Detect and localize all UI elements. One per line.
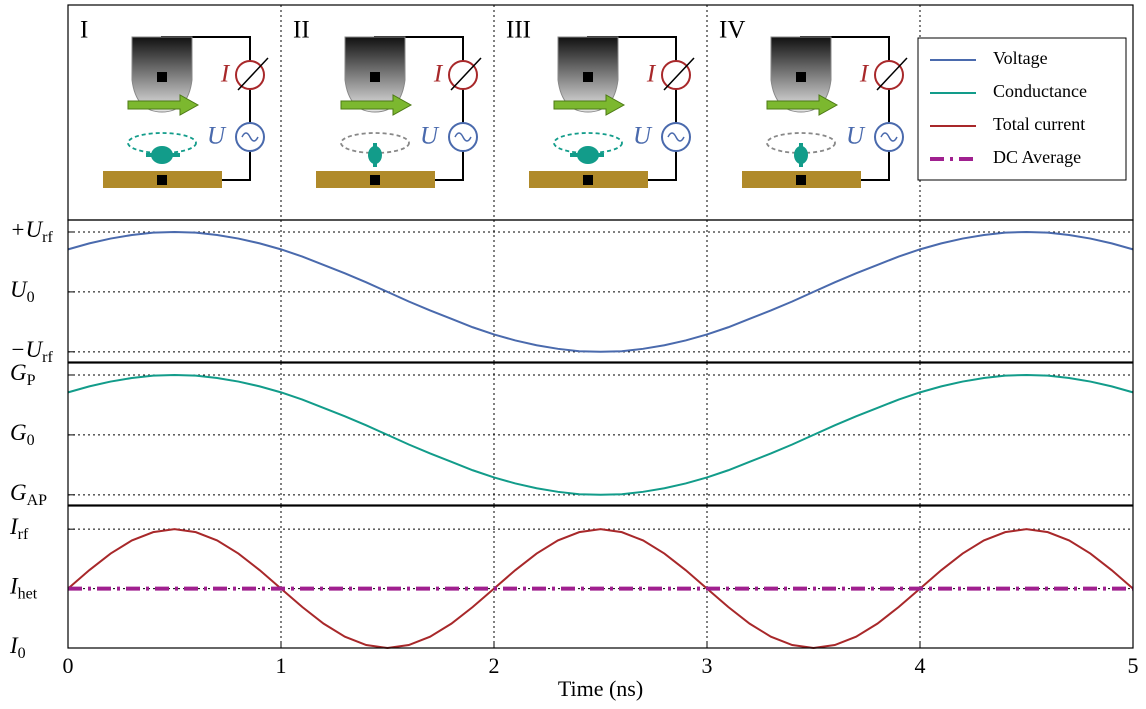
ammeter-needle bbox=[663, 57, 695, 91]
y-tick-subscript: P bbox=[27, 372, 36, 389]
y-tick-label: I0 bbox=[9, 633, 26, 661]
ammeter bbox=[448, 60, 478, 90]
panel-frame bbox=[67, 362, 1134, 506]
panel-frame bbox=[67, 505, 1134, 649]
polarizer-arrow bbox=[766, 94, 839, 116]
contact bbox=[157, 175, 167, 185]
y-tick-symbol: −U bbox=[10, 337, 44, 362]
ammeter-needle bbox=[876, 57, 908, 91]
y-tick-symbol: G bbox=[10, 480, 27, 505]
current-symbol: I bbox=[220, 61, 231, 88]
contact bbox=[370, 72, 380, 82]
y-tick-subscript: 0 bbox=[27, 432, 35, 449]
series-line bbox=[67, 528, 1134, 650]
contact bbox=[796, 72, 806, 82]
y-tick-symbol: I bbox=[9, 514, 19, 539]
ammeter bbox=[874, 60, 904, 90]
legend-label: Total current bbox=[993, 114, 1085, 134]
y-tick-label: −Urf bbox=[10, 337, 53, 365]
y-tick-symbol: +U bbox=[10, 217, 44, 242]
x-tick-label: 3 bbox=[702, 653, 713, 678]
series-line bbox=[67, 230, 1134, 353]
source-wave bbox=[667, 132, 685, 142]
x-axis-title: Time (ns) bbox=[558, 676, 643, 701]
source-wave bbox=[880, 132, 898, 142]
x-tick-label: 4 bbox=[915, 653, 926, 678]
y-tick-subscript: rf bbox=[18, 526, 29, 543]
y-tick-label: GP bbox=[10, 360, 36, 388]
source-wave bbox=[241, 132, 259, 142]
voltage-symbol: U bbox=[420, 123, 440, 150]
phase-label: I bbox=[80, 17, 88, 44]
y-tick-symbol: U bbox=[10, 277, 28, 302]
voltage-symbol: U bbox=[633, 123, 653, 150]
y-tick-subscript: AP bbox=[27, 491, 48, 508]
y-tick-symbol: G bbox=[10, 420, 27, 445]
phase-label: II bbox=[293, 17, 310, 44]
phase-label: IV bbox=[719, 17, 745, 44]
current-symbol: I bbox=[859, 61, 870, 88]
ammeter bbox=[661, 60, 691, 90]
y-tick-label: Irf bbox=[9, 514, 29, 542]
y-tick-symbol: I bbox=[9, 574, 19, 599]
y-tick-symbol: I bbox=[9, 633, 19, 658]
legend-label: DC Average bbox=[993, 147, 1081, 167]
x-tick-label: 2 bbox=[489, 653, 500, 678]
polarizer-arrow bbox=[553, 94, 626, 116]
x-tick-label: 5 bbox=[1128, 653, 1139, 678]
y-tick-subscript: 0 bbox=[18, 645, 26, 662]
voltage-symbol: U bbox=[207, 123, 227, 150]
ammeter bbox=[235, 60, 265, 90]
panel-frame bbox=[67, 219, 1134, 363]
contact bbox=[583, 72, 593, 82]
y-tick-label: GAP bbox=[10, 480, 47, 508]
x-tick-label: 0 bbox=[63, 653, 74, 678]
contact bbox=[157, 72, 167, 82]
y-tick-subscript: rf bbox=[42, 348, 53, 365]
y-tick-label: Ihet bbox=[9, 574, 38, 602]
polarizer-arrow bbox=[340, 94, 413, 116]
y-tick-label: U0 bbox=[10, 277, 35, 305]
y-tick-subscript: rf bbox=[42, 229, 53, 246]
x-tick-label: 1 bbox=[276, 653, 287, 678]
source-wave bbox=[454, 132, 472, 142]
legend-box bbox=[917, 37, 1127, 181]
current-symbol: I bbox=[433, 61, 444, 88]
current-symbol: I bbox=[646, 61, 657, 88]
polarizer-arrow bbox=[127, 94, 200, 116]
y-tick-label: +Urf bbox=[10, 217, 53, 245]
phase-label: III bbox=[506, 17, 531, 44]
contact bbox=[370, 175, 380, 185]
series-line bbox=[67, 373, 1134, 496]
y-tick-symbol: G bbox=[10, 360, 27, 385]
y-tick-subscript: 0 bbox=[27, 289, 35, 306]
contact bbox=[583, 175, 593, 185]
y-tick-label: G0 bbox=[10, 420, 35, 448]
ammeter-needle bbox=[237, 57, 269, 91]
ammeter-needle bbox=[450, 57, 482, 91]
y-tick-subscript: het bbox=[18, 585, 38, 602]
legend-label: Conductance bbox=[993, 81, 1087, 101]
voltage-symbol: U bbox=[846, 123, 866, 150]
phase-diagram: IV I U bbox=[719, 17, 908, 188]
contact bbox=[796, 175, 806, 185]
phase-diagram: I I U bbox=[80, 17, 269, 188]
legend-label: Voltage bbox=[993, 48, 1048, 68]
